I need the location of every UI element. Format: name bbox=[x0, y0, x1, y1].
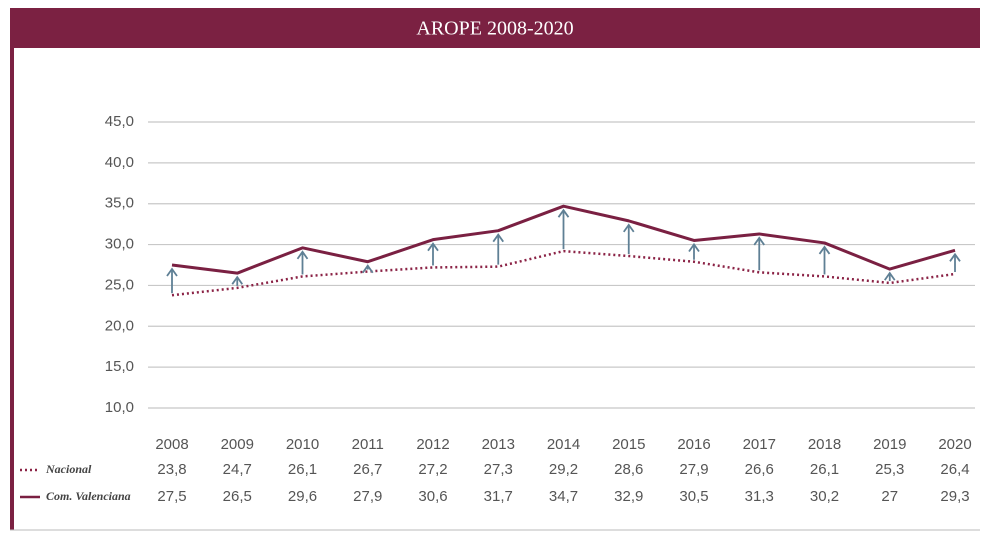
arrow-part bbox=[818, 245, 831, 255]
data-label: 27 bbox=[881, 488, 898, 505]
difference-arrow bbox=[231, 275, 243, 286]
legend-label: Com. Valenciana bbox=[46, 489, 131, 503]
data-label: 29,2 bbox=[549, 461, 578, 478]
x-tick-label: 2016 bbox=[677, 436, 710, 453]
x-tick-label: 2012 bbox=[416, 436, 449, 453]
arrow-part bbox=[884, 271, 896, 281]
x-tick-label: 2020 bbox=[938, 436, 971, 453]
difference-arrow bbox=[753, 236, 765, 271]
data-label: 26,6 bbox=[745, 461, 774, 478]
arrow-part bbox=[492, 233, 504, 243]
difference-arrow bbox=[492, 233, 504, 265]
arrow-part bbox=[949, 252, 961, 262]
line-valenciana bbox=[171, 204, 956, 275]
data-label: 23,8 bbox=[157, 461, 186, 478]
arrow-part bbox=[557, 208, 570, 218]
left-border bbox=[10, 48, 14, 530]
data-label: 26,7 bbox=[353, 461, 382, 478]
y-tick-label: 45,0 bbox=[105, 113, 134, 130]
x-tick-label: 2008 bbox=[155, 436, 188, 453]
x-tick-label: 2011 bbox=[352, 436, 384, 453]
x-tick-label: 2013 bbox=[482, 436, 515, 453]
y-tick-label: 35,0 bbox=[105, 195, 134, 212]
data-label: 28,6 bbox=[614, 461, 643, 478]
difference-arrow bbox=[557, 208, 570, 250]
y-tick-label: 30,0 bbox=[105, 236, 134, 253]
data-label: 27,2 bbox=[418, 461, 447, 478]
data-label: 27,9 bbox=[353, 488, 382, 505]
difference-arrow bbox=[949, 252, 961, 272]
x-tick-label: 2019 bbox=[873, 436, 906, 453]
difference-arrow bbox=[884, 271, 896, 281]
difference-arrow bbox=[427, 242, 439, 266]
data-label: 26,4 bbox=[940, 461, 969, 478]
difference-arrow bbox=[623, 223, 635, 255]
data-label: 27,3 bbox=[484, 461, 513, 478]
y-tick-label: 15,0 bbox=[105, 358, 134, 375]
title-banner bbox=[10, 8, 980, 48]
legend-label: Nacional bbox=[45, 462, 92, 476]
x-tick-label: 2017 bbox=[743, 436, 776, 453]
difference-arrow bbox=[362, 264, 374, 274]
data-label: 32,9 bbox=[614, 488, 643, 505]
arrow-part bbox=[166, 267, 178, 277]
x-tick-label: 2009 bbox=[221, 436, 254, 453]
difference-arrow bbox=[818, 245, 831, 275]
y-tick-label: 25,0 bbox=[105, 276, 134, 293]
data-label: 26,5 bbox=[223, 488, 252, 505]
data-label: 27,5 bbox=[157, 488, 186, 505]
arrow-part bbox=[231, 275, 243, 285]
chart-title: AROPE 2008-2020 bbox=[416, 18, 573, 40]
x-tick-label: 2010 bbox=[286, 436, 319, 453]
difference-arrow bbox=[688, 242, 700, 260]
arrow-part bbox=[688, 242, 700, 253]
x-tick-label: 2014 bbox=[547, 436, 580, 453]
data-label: 26,1 bbox=[288, 461, 317, 478]
arrow-part bbox=[296, 250, 309, 260]
data-label: 30,6 bbox=[418, 488, 447, 505]
difference-arrow bbox=[296, 250, 309, 275]
arrow-part bbox=[362, 264, 374, 274]
line-nacional bbox=[171, 249, 956, 297]
data-label: 34,7 bbox=[549, 488, 578, 505]
data-label: 29,3 bbox=[940, 488, 969, 505]
data-label: 26,1 bbox=[810, 461, 839, 478]
data-label: 29,6 bbox=[288, 488, 317, 505]
data-label: 24,7 bbox=[223, 461, 252, 478]
x-tick-label: 2015 bbox=[612, 436, 645, 453]
x-tick-label: 2018 bbox=[808, 436, 841, 453]
data-label: 27,9 bbox=[679, 461, 708, 478]
y-tick-label: 20,0 bbox=[105, 317, 134, 334]
data-label: 25,3 bbox=[875, 461, 904, 478]
data-label: 30,2 bbox=[810, 488, 839, 505]
difference-arrow bbox=[166, 267, 178, 294]
data-label: 31,3 bbox=[745, 488, 774, 505]
y-tick-label: 10,0 bbox=[105, 399, 134, 416]
data-label: 31,7 bbox=[484, 488, 513, 505]
data-label: 30,5 bbox=[679, 488, 708, 505]
arrow-part bbox=[623, 223, 635, 233]
arrow-part bbox=[753, 236, 765, 246]
y-tick-label: 40,0 bbox=[105, 154, 134, 171]
arrow-part bbox=[427, 242, 439, 252]
